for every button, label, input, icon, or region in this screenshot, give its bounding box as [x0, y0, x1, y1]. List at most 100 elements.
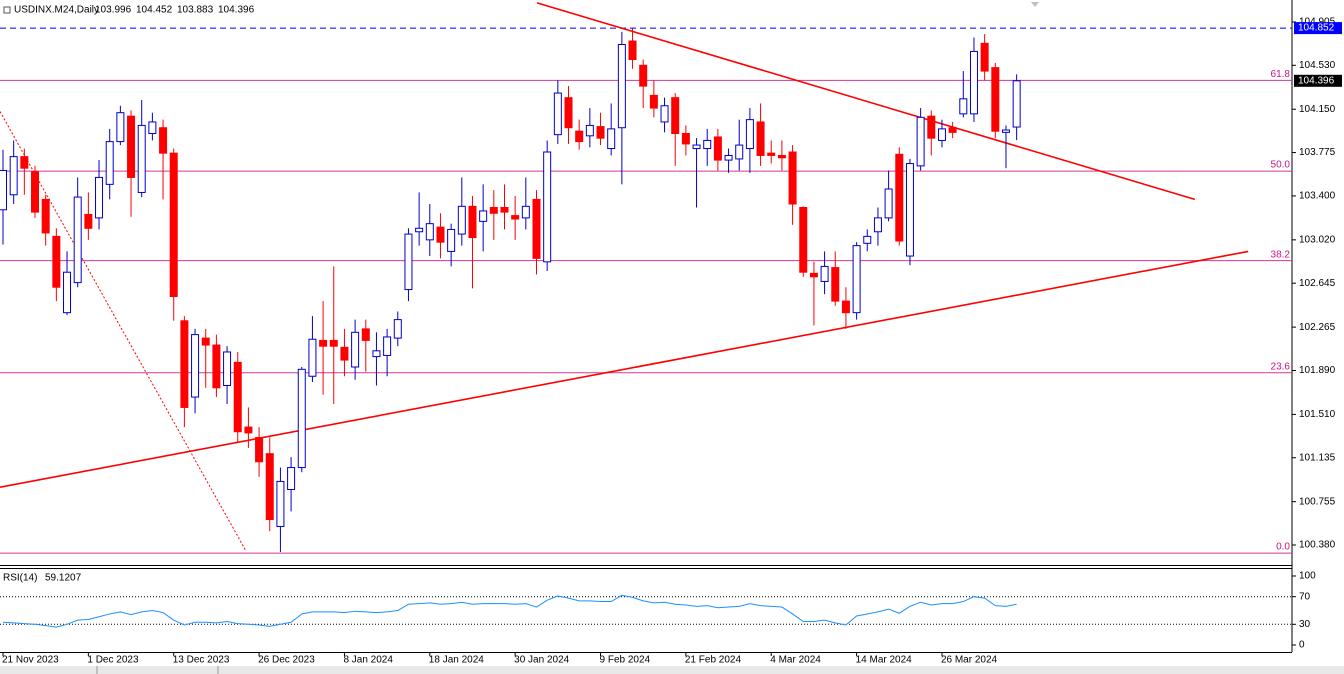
candle-body — [511, 215, 520, 220]
candle-body — [297, 368, 306, 469]
fib-label: 61.8 — [1271, 69, 1291, 80]
rsi-line — [2, 594, 1017, 628]
candle-body — [596, 126, 605, 139]
candle-body — [127, 115, 136, 178]
rsi-tick-label: 30 — [1299, 619, 1311, 630]
candle-body — [393, 319, 402, 339]
y-tick-label: 103.400 — [1299, 191, 1336, 202]
candle-body — [521, 205, 530, 219]
candle-body — [543, 151, 552, 263]
candle-body — [809, 272, 818, 278]
candle-body — [628, 40, 637, 61]
candle-body — [223, 351, 232, 386]
candle-body — [767, 152, 776, 156]
candle-body — [329, 339, 338, 347]
candle-body — [799, 206, 808, 273]
rsi-name: RSI(14) — [3, 573, 37, 584]
candle-body — [489, 206, 498, 214]
rsi-panel — [0, 594, 1292, 628]
candle-body — [52, 235, 61, 288]
candle-body — [116, 112, 125, 143]
y-tick-label: 104.530 — [1299, 60, 1336, 71]
y-tick-label: 102.645 — [1299, 278, 1336, 289]
candle-body — [1012, 80, 1021, 128]
fib-label: 38.2 — [1271, 249, 1291, 260]
candle-body — [820, 265, 829, 282]
x-tick-label: 26 Dec 2023 — [258, 655, 315, 666]
candle-body — [95, 176, 104, 219]
rsi-value: 59.1207 — [45, 573, 82, 584]
price-line-box — [1294, 22, 1342, 35]
candle-body — [585, 124, 594, 137]
x-tick-label: 21 Nov 2023 — [2, 655, 59, 666]
candle-body — [649, 94, 658, 109]
x-tick-label: 21 Feb 2024 — [685, 655, 742, 666]
header-open: 103.996 — [95, 5, 132, 16]
candle-body — [425, 223, 434, 241]
chart-title: USDINX.M24,Daily — [14, 5, 99, 16]
candle-body — [276, 480, 285, 528]
candle-body — [20, 156, 29, 169]
candle-body — [468, 205, 477, 239]
candle-body — [351, 331, 360, 368]
candle-body — [340, 346, 349, 361]
scroll-strip — [0, 666, 1344, 674]
candle-body — [703, 139, 712, 150]
candle-body — [9, 156, 18, 196]
rsi-tick-label: 0 — [1299, 640, 1305, 651]
candle-body — [361, 328, 370, 341]
candle-body — [564, 97, 573, 129]
candle-body — [756, 121, 765, 156]
candle-body — [927, 115, 936, 139]
candle-body — [788, 151, 797, 205]
y-tick-label: 104.150 — [1299, 104, 1336, 115]
x-tick-label: 14 Mar 2024 — [856, 655, 913, 666]
fib-label: 50.0 — [1271, 160, 1291, 171]
candle-body — [180, 320, 189, 408]
trendline — [536, 2, 1196, 201]
candle-body — [916, 116, 925, 167]
candle-body — [735, 144, 744, 160]
symbol-icon — [3, 6, 11, 14]
y-tick-label: 103.775 — [1299, 147, 1336, 158]
x-tick-label: 13 Dec 2023 — [173, 655, 230, 666]
candle-body — [244, 426, 253, 434]
y-tick-label: 103.020 — [1299, 234, 1336, 245]
candle-body — [233, 361, 242, 433]
candle-body — [137, 124, 146, 193]
y-tick-label: 100.380 — [1299, 540, 1336, 551]
candle-body — [191, 334, 200, 398]
current-price-label: 104.396 — [1298, 75, 1335, 86]
candle-body — [148, 121, 157, 135]
candle-body — [991, 67, 1000, 132]
candle-body — [84, 213, 93, 229]
y-tick-label: 100.755 — [1299, 496, 1336, 507]
candle-body — [905, 163, 914, 257]
candle-body — [831, 267, 840, 302]
candle-body — [948, 127, 957, 133]
candle-body — [436, 226, 445, 243]
candle-body — [553, 92, 562, 136]
shift-marker — [1031, 2, 1039, 7]
fib-label: 0.0 — [1276, 542, 1290, 553]
candle-body — [692, 144, 701, 150]
candle-body — [447, 228, 456, 252]
candle-body — [617, 44, 626, 129]
candle-body — [265, 453, 274, 521]
candle-body — [212, 344, 221, 389]
candle-body — [404, 233, 413, 291]
price-line-label: 104.852 — [1298, 23, 1335, 34]
candle-body — [607, 128, 616, 150]
candle-body — [0, 169, 7, 211]
candle-body — [383, 336, 392, 356]
x-tick-label: 4 Mar 2024 — [770, 655, 821, 666]
candle-body — [1001, 129, 1010, 133]
candle-body — [745, 119, 754, 150]
candle-body — [105, 141, 114, 185]
x-tick-label: 18 Jan 2024 — [429, 655, 484, 666]
header-high: 104.452 — [136, 5, 173, 16]
candle-body — [73, 196, 82, 284]
candle-body — [895, 153, 904, 242]
rsi-tick-label: 100 — [1299, 571, 1316, 582]
